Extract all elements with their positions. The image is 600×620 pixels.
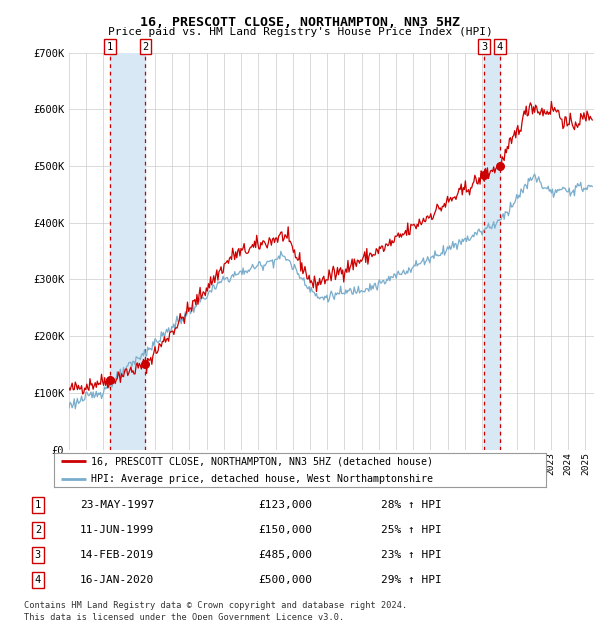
Text: 25% ↑ HPI: 25% ↑ HPI	[381, 525, 442, 535]
Text: 23% ↑ HPI: 23% ↑ HPI	[381, 550, 442, 560]
Text: 1: 1	[107, 42, 113, 51]
Text: 3: 3	[35, 550, 41, 560]
Text: £123,000: £123,000	[259, 500, 313, 510]
Text: 2: 2	[142, 42, 149, 51]
Text: 2: 2	[35, 525, 41, 535]
Bar	[484, 53, 500, 450]
Text: £500,000: £500,000	[259, 575, 313, 585]
Text: 14-FEB-2019: 14-FEB-2019	[80, 550, 154, 560]
Text: 4: 4	[35, 575, 41, 585]
Text: 16, PRESCOTT CLOSE, NORTHAMPTON, NN3 5HZ: 16, PRESCOTT CLOSE, NORTHAMPTON, NN3 5HZ	[140, 16, 460, 29]
Text: 16-JAN-2020: 16-JAN-2020	[80, 575, 154, 585]
Text: Contains HM Land Registry data © Crown copyright and database right 2024.: Contains HM Land Registry data © Crown c…	[24, 601, 407, 611]
Bar	[110, 53, 145, 450]
Text: This data is licensed under the Open Government Licence v3.0.: This data is licensed under the Open Gov…	[24, 613, 344, 620]
Text: 3: 3	[481, 42, 487, 51]
Text: 28% ↑ HPI: 28% ↑ HPI	[381, 500, 442, 510]
Text: £485,000: £485,000	[259, 550, 313, 560]
Text: HPI: Average price, detached house, West Northamptonshire: HPI: Average price, detached house, West…	[91, 474, 433, 484]
Text: £150,000: £150,000	[259, 525, 313, 535]
Text: 11-JUN-1999: 11-JUN-1999	[80, 525, 154, 535]
Text: 29% ↑ HPI: 29% ↑ HPI	[381, 575, 442, 585]
Text: 16, PRESCOTT CLOSE, NORTHAMPTON, NN3 5HZ (detached house): 16, PRESCOTT CLOSE, NORTHAMPTON, NN3 5HZ…	[91, 456, 433, 466]
Text: Price paid vs. HM Land Registry's House Price Index (HPI): Price paid vs. HM Land Registry's House …	[107, 27, 493, 37]
Text: 1: 1	[35, 500, 41, 510]
Text: 4: 4	[497, 42, 503, 51]
Text: 23-MAY-1997: 23-MAY-1997	[80, 500, 154, 510]
